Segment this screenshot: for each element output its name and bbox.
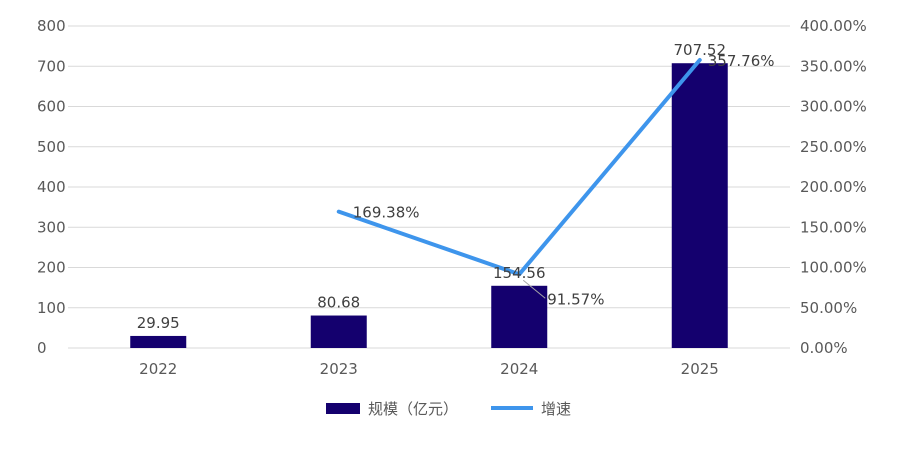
line-value-label: 169.38% <box>353 204 420 222</box>
left-tick-label: 200 <box>37 259 66 277</box>
legend-swatch-bar <box>326 403 360 414</box>
right-tick-label: 400.00% <box>800 17 867 35</box>
left-tick-label: 400 <box>37 178 66 196</box>
x-tick-label: 2024 <box>500 360 538 378</box>
line-value-label: 91.57% <box>547 290 604 308</box>
line-value-label: 357.76% <box>708 52 775 70</box>
bar-value-label: 29.95 <box>137 314 180 332</box>
bar-value-label: 80.68 <box>317 294 360 312</box>
legend-label-line: 增速 <box>541 400 571 418</box>
x-tick-label: 2023 <box>320 360 358 378</box>
bar-value-label: 707.52 <box>674 41 727 59</box>
bar <box>130 335 187 348</box>
legend: 规模（亿元） 增速 <box>326 400 571 418</box>
left-tick-label: 500 <box>37 138 66 156</box>
right-tick-label: 350.00% <box>800 57 867 75</box>
bar <box>310 315 367 348</box>
line-series <box>336 58 702 277</box>
legend-label-bar: 规模（亿元） <box>368 400 458 418</box>
left-y-axis: 0 100 200 300 400 500 600 700 800 <box>37 17 66 357</box>
right-tick-label: 0.00% <box>800 339 848 357</box>
bar-value-label: 154.56 <box>493 264 546 282</box>
bar <box>491 285 548 348</box>
right-tick-label: 50.00% <box>800 299 857 317</box>
growth-line <box>336 58 702 277</box>
left-tick-label: 100 <box>37 299 66 317</box>
data-labels: 29.95 80.68 154.56 707.52 169.38% 91.57% 357.7… <box>137 41 775 332</box>
right-tick-label: 200.00% <box>800 178 867 196</box>
gridlines <box>68 25 790 349</box>
right-y-axis: 0.00% 50.00% 100.00% 150.00% 200.00% 250.00% 3… <box>800 17 867 357</box>
right-tick-label: 150.00% <box>800 218 867 236</box>
left-tick-label: 700 <box>37 57 66 75</box>
left-tick-label: 300 <box>37 218 66 236</box>
left-tick-label: 600 <box>37 98 66 116</box>
left-tick-label: 0 <box>37 339 47 357</box>
x-axis: 2022 2023 2024 2025 <box>139 360 719 378</box>
label-leader-line <box>522 279 546 299</box>
x-tick-label: 2025 <box>681 360 719 378</box>
right-tick-label: 100.00% <box>800 259 867 277</box>
right-tick-label: 250.00% <box>800 138 867 156</box>
x-tick-label: 2022 <box>139 360 177 378</box>
right-tick-label: 300.00% <box>800 98 867 116</box>
bar <box>671 63 728 348</box>
left-tick-label: 800 <box>37 17 66 35</box>
bar-series <box>130 63 728 348</box>
